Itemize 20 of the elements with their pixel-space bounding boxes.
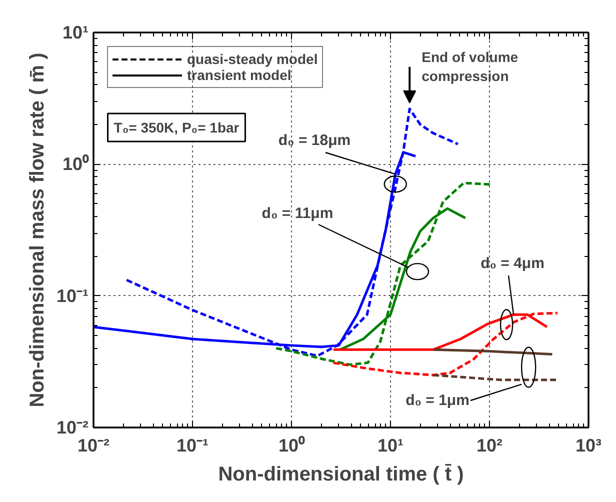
y-tick-label: 10¹ [62, 22, 89, 42]
y-tick-label: 10⁻² [56, 418, 89, 438]
annotation: d₀ = 18μm [278, 132, 351, 149]
y-tick-label: 10⁻¹ [56, 286, 89, 306]
x-tick-label: 10¹ [377, 436, 404, 456]
annotation: d₀ = 11μm [262, 205, 334, 222]
annotation: quasi-steady model [187, 51, 318, 67]
x-tick-label: 10² [476, 436, 503, 456]
y-tick-label: 10⁰ [62, 154, 90, 174]
annotation: d₀ = 1μm [406, 392, 470, 409]
annotation: transient model [187, 67, 292, 83]
annotation: End of volume compression [422, 48, 518, 84]
y-axis-title: Non-dimensional mass flow rate ( m̄ ) [26, 52, 48, 408]
x-tick-label: 10³ [575, 436, 602, 456]
annotation: T₀= 350K, P₀= 1bar [114, 120, 240, 136]
x-tick-label: 10⁰ [278, 436, 306, 456]
x-axis-title: Non-dimensional time ( t̄ ) [218, 464, 464, 486]
x-tick-label: 10⁻² [77, 436, 110, 456]
annotation: d₀ = 4μm [480, 255, 544, 272]
x-tick-label: 10⁻¹ [176, 436, 209, 456]
